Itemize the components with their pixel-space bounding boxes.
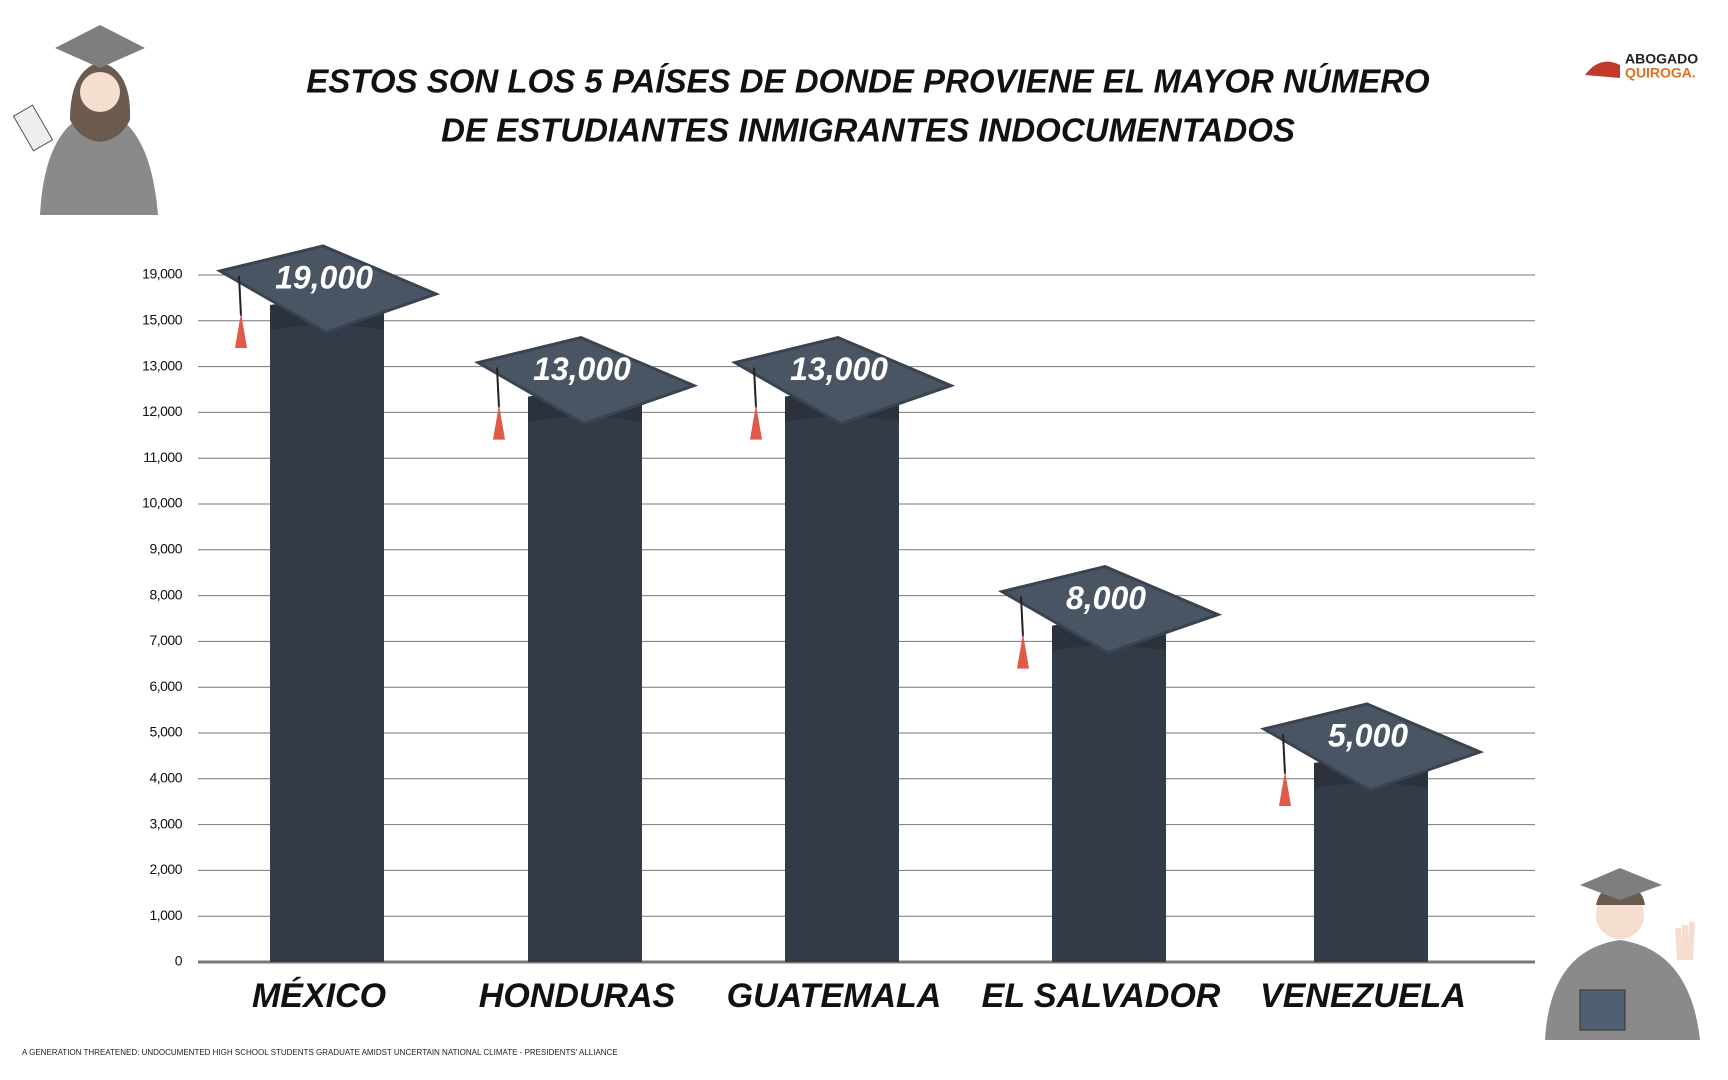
tassel — [493, 404, 505, 440]
value-label: 13,000 — [533, 351, 631, 387]
tassel-cord — [496, 367, 500, 408]
y-tick-label: 0 — [175, 953, 183, 969]
illustration-graduate-man — [1545, 868, 1700, 1040]
y-tick-label: 6,000 — [149, 678, 182, 694]
tassel — [750, 404, 762, 440]
x-tick-label: VENEZUELA — [1260, 977, 1466, 1015]
y-tick-label: 8,000 — [149, 586, 182, 602]
tassel-cord — [1020, 596, 1024, 637]
cap-board — [1259, 702, 1485, 792]
bar — [785, 401, 899, 963]
bar — [1314, 768, 1428, 962]
value-label: 13,000 — [790, 351, 888, 387]
logo-text: QUIROGA. — [1625, 65, 1696, 81]
value-label: 8,000 — [1066, 580, 1146, 616]
value-label: 19,000 — [275, 259, 373, 295]
logo-text: ABOGADO — [1625, 51, 1698, 67]
y-tick-label: 10,000 — [142, 495, 183, 511]
y-tick-label: 11,000 — [143, 449, 182, 465]
y-tick-label: 15,000 — [142, 312, 183, 328]
x-tick-label: GUATEMALA — [727, 977, 942, 1015]
tassel — [1279, 771, 1291, 806]
cap-board — [997, 565, 1223, 655]
y-tick-label: 13,000 — [142, 357, 183, 373]
chart-title: ESTOS SON LOS 5 PAÍSES DE DONDE PROVIENE… — [306, 63, 1430, 100]
y-tick-label: 7,000 — [149, 632, 182, 648]
cap-board — [215, 244, 441, 334]
y-tick-label: 12,000 — [142, 403, 183, 419]
y-tick-label: 19,000 — [142, 266, 183, 282]
tassel-cord — [1282, 733, 1286, 775]
chart-title: DE ESTUDIANTES INMIGRANTES INDOCUMENTADO… — [441, 112, 1295, 149]
logo: ABOGADO QUIROGA. — [1585, 51, 1698, 81]
x-tick-label: HONDURAS — [479, 977, 676, 1015]
y-tick-label: 2,000 — [149, 861, 182, 877]
bar — [1052, 630, 1166, 962]
bar — [270, 310, 384, 962]
tassel-cord — [753, 367, 757, 408]
y-tick-label: 3,000 — [149, 815, 182, 831]
y-tick-label: 5,000 — [149, 724, 182, 740]
y-tick-label: 1,000 — [149, 907, 182, 923]
bar — [528, 401, 642, 963]
y-tick-label: 9,000 — [149, 541, 182, 557]
tassel — [1017, 633, 1029, 669]
cap-board — [473, 336, 699, 426]
cap-board — [730, 336, 956, 426]
tassel — [235, 313, 247, 348]
illustration-graduate-woman — [12, 25, 158, 215]
source-note: A GENERATION THREATENED: UNDOCUMENTED HI… — [22, 1048, 618, 1057]
tassel-cord — [238, 275, 242, 317]
x-tick-label: MÉXICO — [252, 977, 386, 1015]
x-tick-label: EL SALVADOR — [982, 977, 1221, 1015]
value-label: 5,000 — [1328, 717, 1408, 753]
y-tick-label: 4,000 — [149, 770, 182, 786]
